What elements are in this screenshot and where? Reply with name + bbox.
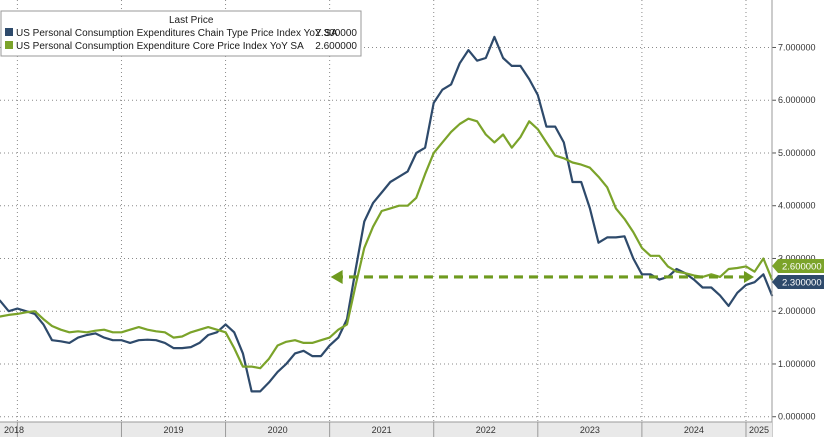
- y-tick-label: 3.000000: [778, 253, 816, 263]
- annotation-arrow-head: [330, 269, 343, 284]
- gridlines: [0, 0, 772, 422]
- y-tick-label: 5.000000: [778, 148, 816, 158]
- y-tick-label: 4.000000: [778, 201, 816, 211]
- series-line-core: [0, 117, 774, 370]
- y-tick-label: 7.000000: [778, 42, 816, 52]
- x-tick-label: 2025: [749, 425, 769, 435]
- x-tick-label: 2020: [268, 425, 288, 435]
- legend-title: Last Price: [169, 15, 214, 26]
- x-tick-label: 2019: [163, 425, 183, 435]
- legend-box: [0, 10, 362, 57]
- series-line-headline: [0, 35, 774, 393]
- last-value-label-core: 2.600000: [782, 262, 822, 273]
- legend-value-core: 2.600000: [315, 41, 357, 52]
- x-tick-label: 2021: [372, 425, 392, 435]
- x-tick-label: 2024: [684, 425, 704, 435]
- legend-label-headline: US Personal Consumption Expenditures Cha…: [16, 28, 338, 39]
- last-value-label-headline: 2.300000: [782, 278, 822, 289]
- legend-value-headline: 2.300000: [315, 28, 357, 39]
- annotation-arrow-group: [330, 269, 754, 284]
- last-value-tags: 2.600000 2.300000: [772, 259, 824, 289]
- x-axis-band: [0, 422, 772, 437]
- y-axis: 7.000000 6.000000 5.000000 4.000000 3.000000…: [771, 0, 816, 437]
- last-value-tag-headline: [772, 275, 824, 289]
- x-tick-label: 2023: [580, 425, 600, 435]
- last-value-tag-core: [772, 259, 824, 273]
- x-axis: 2018 2019 2020 2021 2022 2023 2024 2025: [0, 421, 772, 437]
- y-tick-label: 6.000000: [778, 95, 816, 105]
- x-tick-label: 2022: [476, 425, 496, 435]
- series-lines: [0, 35, 774, 393]
- y-tick-label: 1.000000: [778, 359, 816, 369]
- y-tick-label: 0.000000: [778, 412, 816, 422]
- legend-label-core: US Personal Consumption Expenditure Core…: [16, 41, 304, 52]
- legend: Last Price US Personal Consumption Expen…: [0, 10, 362, 57]
- legend-swatch-headline: [5, 28, 13, 36]
- x-tick-label: 2018: [4, 425, 24, 435]
- annotation-arrow-tail: [743, 270, 754, 283]
- legend-swatch-core: [5, 41, 13, 49]
- y-tick-label: 2.000000: [778, 306, 816, 316]
